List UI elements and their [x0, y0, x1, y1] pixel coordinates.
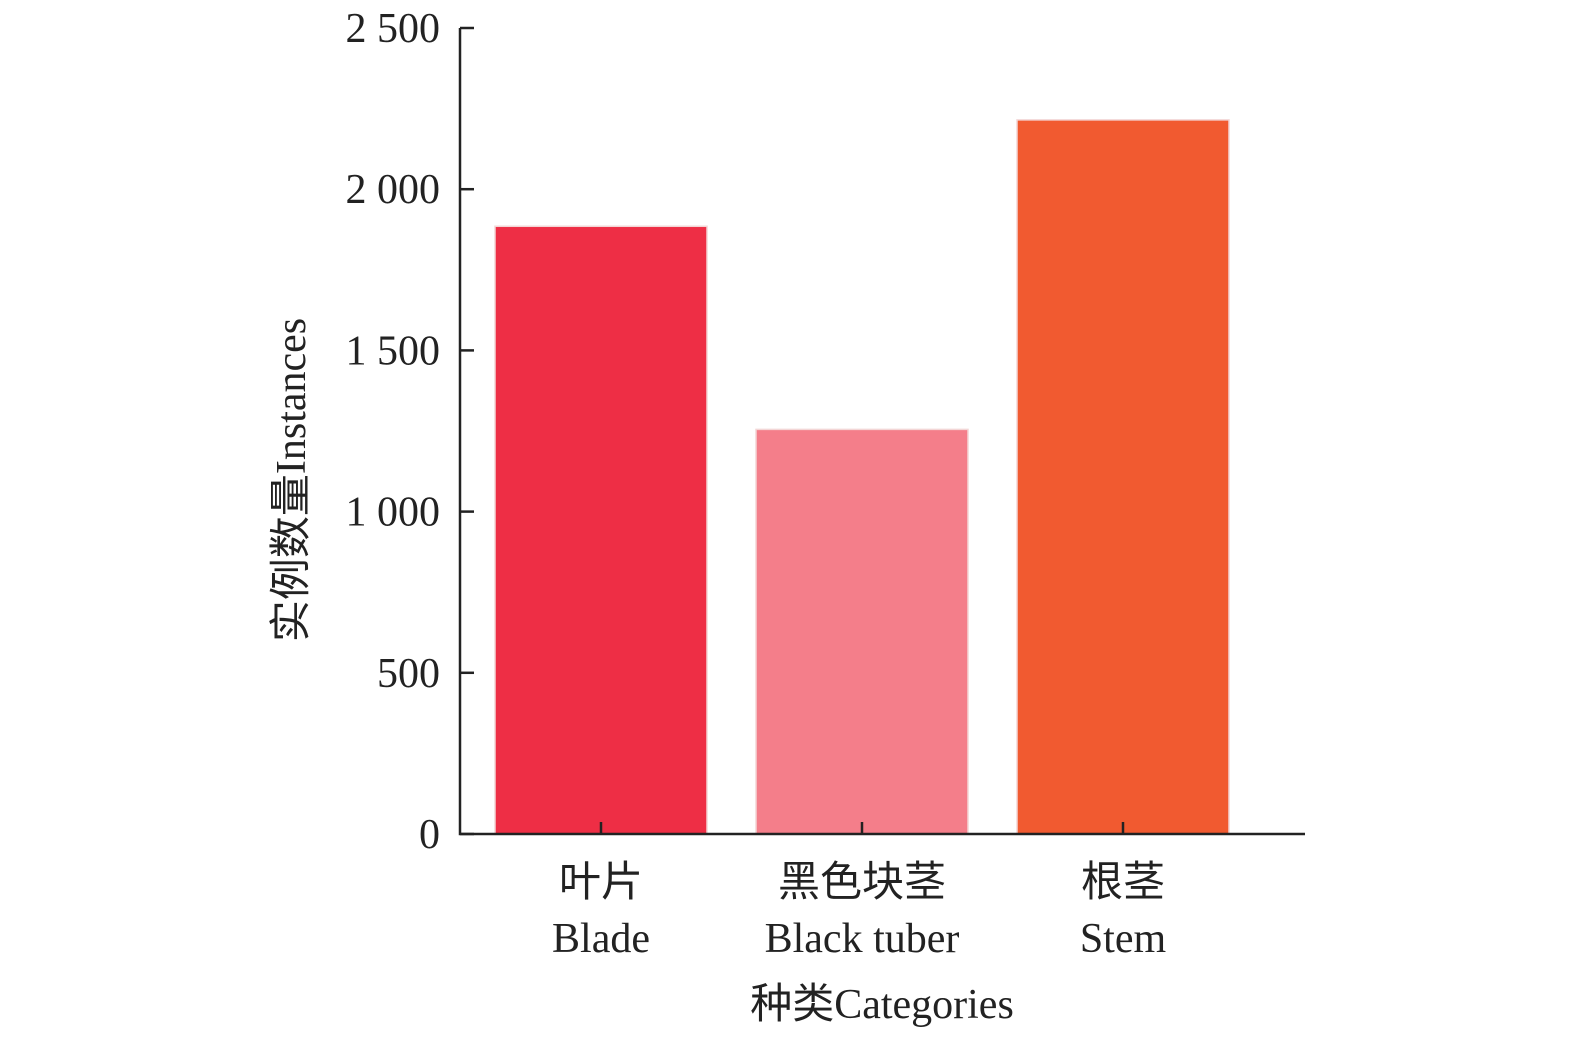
- y-tick-label: 2 500: [346, 6, 441, 52]
- y-axis-title: 实例数量Instances: [268, 318, 315, 642]
- x-category-label-zh: 叶片: [559, 860, 643, 906]
- x-category-label-en: Blade: [552, 916, 650, 962]
- axis-frame: [458, 28, 1305, 836]
- y-axis-ticks: 0 500 1 000 1 500 2 000 2 500: [346, 6, 474, 858]
- y-tick-label: 2 000: [346, 167, 441, 213]
- bars: [494, 119, 1230, 835]
- y-tick-label: 1 000: [346, 490, 441, 536]
- x-axis-ticks: 叶片 Blade 黑色块茎 Black tuber 根茎 Stem: [552, 822, 1166, 962]
- bar-black-tuber: [755, 428, 969, 835]
- bar-stem: [1016, 119, 1230, 835]
- x-axis-title: 种类Categories: [750, 982, 1014, 1028]
- y-tick-label: 1 500: [346, 328, 441, 374]
- x-category-label-en: Stem: [1080, 916, 1167, 962]
- y-tick-label: 500: [377, 651, 440, 697]
- x-category-label-en: Black tuber: [765, 916, 960, 962]
- x-category-label-zh: 黑色块茎: [778, 860, 946, 906]
- y-tick-label: 0: [419, 812, 440, 858]
- bar-blade: [494, 225, 708, 835]
- x-category-label-zh: 根茎: [1081, 860, 1165, 906]
